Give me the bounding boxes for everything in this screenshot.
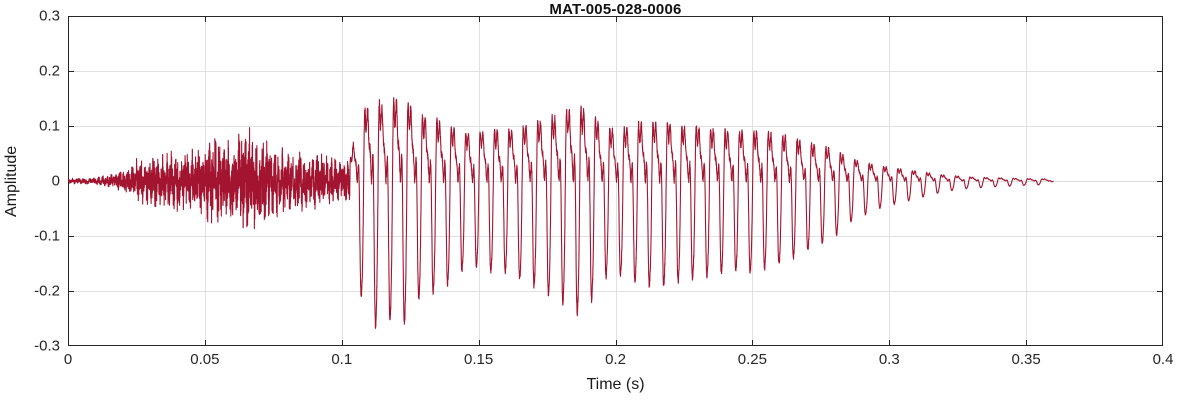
y-tick-label: 0.2 [39, 62, 60, 80]
x-tick-label: 0.05 [190, 351, 220, 368]
x-tick-label: 0.25 [737, 351, 767, 368]
y-tick-label: 0.3 [39, 7, 60, 25]
y-axis-label: Amplitude [3, 145, 20, 217]
x-tick-label: 0.4 [1152, 351, 1174, 368]
y-tick-label: -0.3 [34, 337, 60, 355]
y-tick-label: 0.1 [39, 117, 60, 135]
x-tick-label: 0.3 [878, 351, 900, 368]
x-tick-label: 0 [63, 351, 73, 368]
x-axis-label: Time (s) [586, 376, 645, 393]
y-tick-label: -0.1 [34, 227, 60, 245]
plot-area [68, 16, 1163, 346]
x-tick-label: 0.15 [464, 351, 494, 368]
x-tick-label: 0.1 [331, 351, 353, 368]
x-tick-label: 0.2 [605, 351, 626, 368]
x-tick-label: 0.35 [1011, 351, 1041, 368]
chart-title: MAT-005-028-0006 [549, 1, 682, 18]
y-tick-label: -0.2 [34, 282, 60, 300]
y-tick-label: 0 [51, 172, 60, 190]
waveform-canvas [68, 16, 1163, 346]
